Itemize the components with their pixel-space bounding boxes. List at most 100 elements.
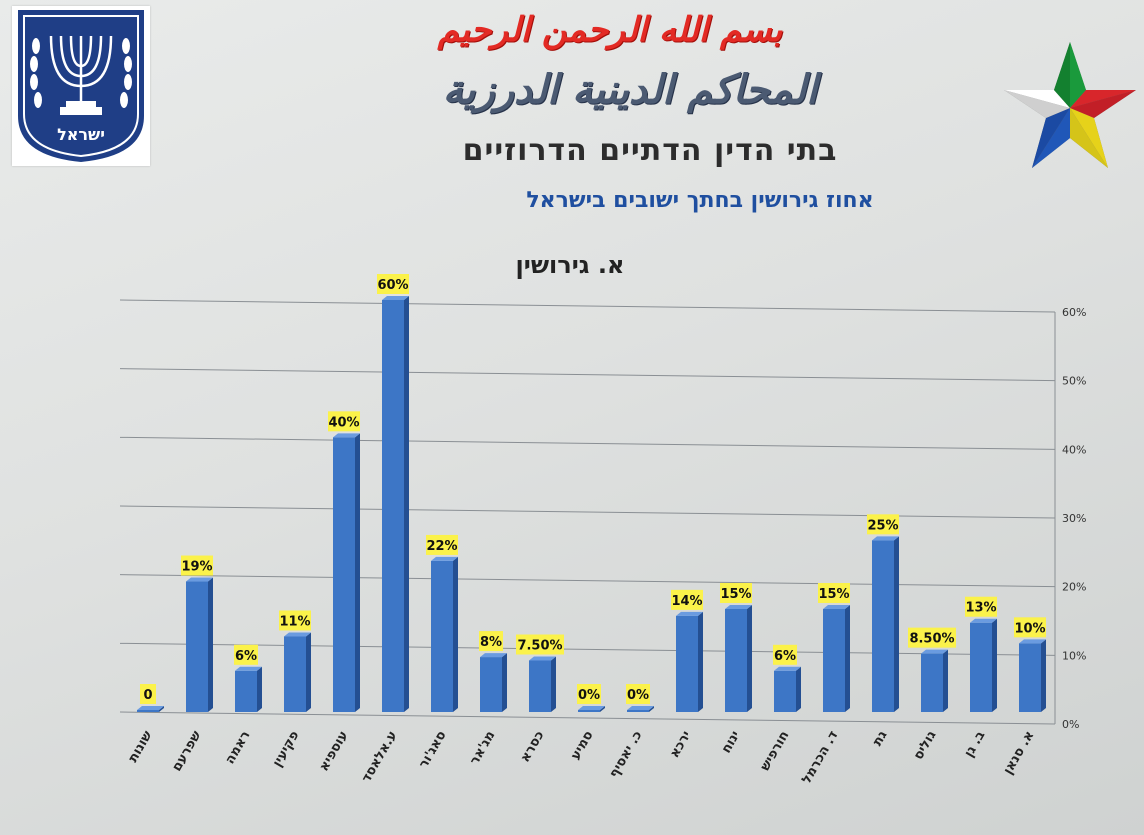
data-label: 6%	[774, 649, 796, 664]
bar-side	[796, 666, 801, 712]
x-tick-label: עוספיא	[317, 729, 352, 774]
gridline	[119, 368, 1056, 382]
bar-top	[725, 605, 752, 609]
bar	[627, 710, 649, 712]
data-label: 40%	[328, 415, 359, 430]
x-tick-label: פקיעין	[270, 729, 302, 770]
bar-top	[137, 706, 164, 710]
data-label-bg	[426, 534, 458, 555]
bar-top	[921, 649, 948, 654]
bar-side	[894, 536, 899, 712]
data-label: 13%	[965, 601, 996, 616]
bar-top	[480, 653, 507, 658]
data-label-bg	[479, 631, 503, 652]
x-tick-label: חורפיש	[758, 729, 793, 774]
bar-side	[257, 666, 262, 712]
bar	[872, 540, 894, 712]
y-tick-label: 20%	[1062, 581, 1086, 594]
bar-side	[747, 605, 752, 712]
bar-side	[943, 649, 948, 712]
druze-star-icon	[1004, 42, 1136, 168]
data-label-bg	[818, 583, 850, 603]
bar	[382, 300, 404, 712]
data-label: 8.50%	[909, 632, 954, 647]
x-tick-label: סאג'ור	[416, 728, 449, 771]
bar-side	[992, 618, 997, 712]
menorah-emblem-icon: ישראל	[18, 10, 144, 162]
bar	[480, 657, 502, 712]
bar-side	[208, 577, 213, 712]
bar-top	[774, 666, 801, 671]
x-tick-label: כסרא	[518, 729, 548, 766]
data-label: 8%	[480, 635, 502, 650]
bar	[333, 437, 355, 712]
bar-top	[1019, 639, 1046, 644]
gridline	[119, 436, 1056, 450]
data-label-bg	[140, 684, 156, 704]
bar	[774, 670, 796, 712]
y-tick-label: 0%	[1062, 718, 1079, 731]
x-tick-label: ינוח	[719, 729, 744, 757]
x-tick-label: א. סנאן	[1001, 729, 1038, 778]
bar-side	[159, 706, 164, 712]
gridline	[119, 505, 1056, 519]
bar-top	[823, 605, 850, 609]
x-tick-label: שונות	[126, 728, 156, 765]
y-tick-label: 40%	[1062, 443, 1086, 456]
bar-side	[453, 556, 458, 712]
bar-top	[284, 632, 311, 637]
data-label-bg	[908, 627, 956, 648]
x-tick-label: ראמה	[223, 729, 254, 767]
bar	[284, 636, 306, 712]
chart-data-labels: 0 19% 6% 11% 40% 60% 22% 8% 7.50% 0% 0% 14% 15% 6% 15%…	[140, 274, 1046, 704]
data-label-bg	[577, 684, 601, 704]
gridline	[119, 299, 1056, 313]
gridline	[119, 642, 1056, 656]
bar	[578, 710, 600, 712]
bar	[1019, 643, 1041, 712]
data-label-bg	[1014, 617, 1046, 638]
data-label-bg	[181, 555, 213, 576]
x-tick-label: גוליס	[911, 728, 939, 762]
data-label: 0%	[627, 688, 649, 703]
arabic-courts-title: المحاكم الدينية الدرزية	[442, 66, 818, 113]
data-label-bg	[234, 644, 258, 665]
state-emblem: ישראל	[12, 6, 150, 166]
data-label: 0%	[578, 688, 600, 703]
bar-top	[676, 611, 703, 616]
bar-side	[355, 433, 360, 712]
bar	[529, 660, 551, 712]
data-label-bg	[720, 583, 752, 603]
bar-side	[306, 632, 311, 712]
y-tick-label: 60%	[1062, 306, 1086, 319]
data-label: 0	[143, 688, 152, 703]
data-label: 6%	[235, 649, 257, 664]
bar-side	[600, 706, 605, 712]
chart-grid	[119, 299, 1056, 725]
x-tick-label: גת	[870, 728, 890, 748]
data-label-bg	[377, 274, 409, 294]
bar-side	[845, 605, 850, 712]
bar-side	[551, 656, 556, 712]
chart-x-tick-labels: שונות שפרעם ראמה פקיעין עוספיא ע.אלאסד סאג'ור מ…	[126, 728, 1038, 786]
bar-top	[235, 666, 262, 671]
bar-top	[872, 536, 899, 541]
bar-side	[698, 611, 703, 712]
data-label: 15%	[818, 587, 849, 602]
gridline	[119, 574, 1056, 588]
data-label: 10%	[1014, 621, 1045, 636]
bar	[921, 653, 943, 712]
bar-top	[186, 577, 213, 582]
data-label: 25%	[867, 518, 898, 533]
bar-top	[431, 556, 458, 561]
data-label: 7.50%	[517, 639, 562, 654]
data-label: 14%	[671, 594, 702, 609]
data-label-bg	[626, 684, 650, 704]
basmala-text: بسم الله الرحمن الرحيم	[437, 10, 783, 50]
bar-side	[404, 296, 409, 712]
bar-side	[502, 653, 507, 712]
bar-side	[649, 706, 654, 712]
y-tick-label: 30%	[1062, 512, 1086, 525]
bar-side	[1041, 639, 1046, 712]
